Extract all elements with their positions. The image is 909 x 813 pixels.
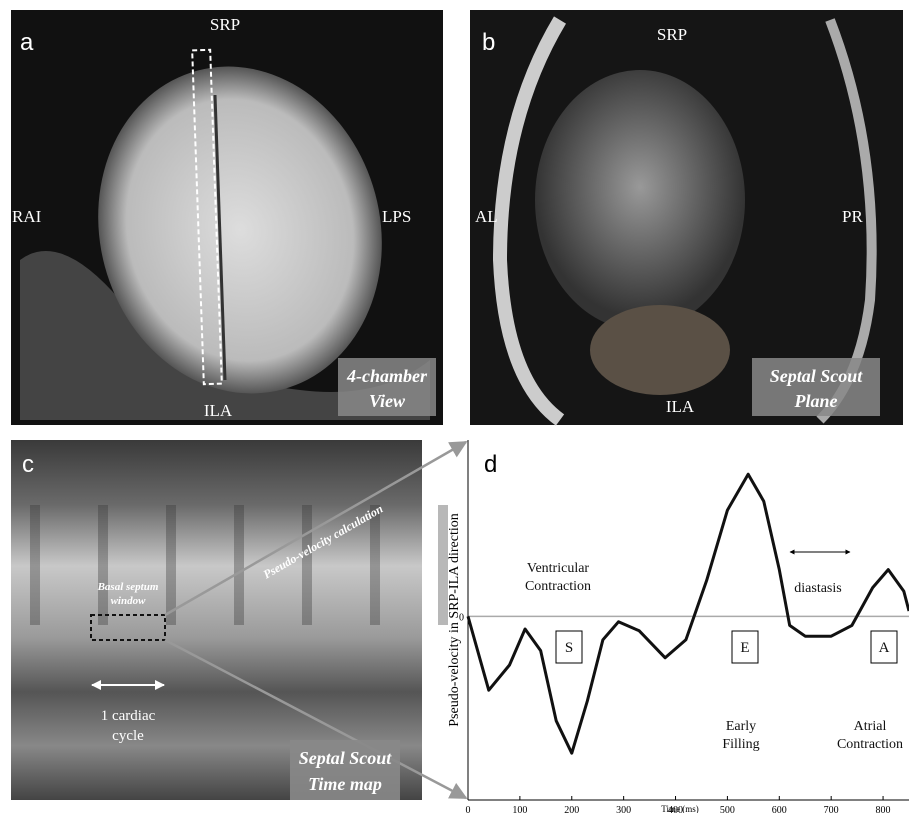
cycle-label: cycle <box>112 728 144 744</box>
panel-label: a <box>20 29 34 56</box>
heart <box>590 305 730 395</box>
caption: Time map <box>308 774 382 794</box>
orientation: ILA <box>666 397 695 416</box>
caption: Plane <box>794 391 838 411</box>
panel-a: a SRP RAI LPS ILA 4-chamber View <box>11 10 443 426</box>
orientation: AL <box>475 207 498 226</box>
streak <box>30 505 40 625</box>
streak <box>234 505 244 625</box>
annotation: Ventricular <box>527 561 590 576</box>
caption: Septal Scout <box>299 748 393 768</box>
orientation: ILA <box>204 401 233 420</box>
annotation: Filling <box>722 737 759 752</box>
x-tick-label: 0 <box>466 805 471 813</box>
streak <box>302 505 312 625</box>
x-tick-label: 800 <box>876 805 891 813</box>
annotation: diastasis <box>794 581 841 596</box>
phase-label: E <box>740 640 749 656</box>
cycle-label: 1 cardiac <box>101 708 156 724</box>
x-tick-label: 500 <box>720 805 735 813</box>
panel-label: b <box>482 29 495 56</box>
annotation: Early <box>726 719 756 734</box>
orientation: PR <box>842 207 863 226</box>
phase-label: A <box>879 640 890 656</box>
streak <box>98 505 108 625</box>
caption: 4-chamber <box>346 366 428 386</box>
annotation: Contraction <box>837 737 903 752</box>
caption: View <box>369 391 406 411</box>
streak <box>370 505 380 625</box>
panel-label: d <box>484 451 497 478</box>
orientation: SRP <box>657 25 687 44</box>
figure: a SRP RAI LPS ILA 4-chamber View b SRP A… <box>0 0 909 813</box>
panel-b: b SRP AL PR ILA Septal Scout Plane <box>470 10 903 425</box>
x-tick-label: 300 <box>616 805 631 813</box>
streak <box>166 505 176 625</box>
orientation: LPS <box>382 207 411 226</box>
annotation: Contraction <box>525 579 591 594</box>
y-axis-label: Pseudo-velocity in SRP-ILA direction <box>447 513 462 726</box>
heart <box>535 70 745 330</box>
roi-label: window <box>111 595 147 607</box>
phase-label: S <box>565 640 573 656</box>
roi-label: Basal septum <box>97 581 159 593</box>
panel-label: c <box>22 451 34 478</box>
annotation: Atrial <box>854 719 887 734</box>
x-tick-label: 700 <box>824 805 839 813</box>
x-tick-label: 600 <box>772 805 787 813</box>
orientation: SRP <box>210 15 240 34</box>
orientation: RAI <box>12 207 42 226</box>
x-axis-label: Time (ms) <box>661 804 698 813</box>
x-tick-label: 100 <box>512 805 527 813</box>
caption: Septal Scout <box>770 366 864 386</box>
panel-c: c Basal septum window 1 cardiac cycle Ps… <box>11 440 466 800</box>
x-tick-label: 200 <box>564 805 579 813</box>
